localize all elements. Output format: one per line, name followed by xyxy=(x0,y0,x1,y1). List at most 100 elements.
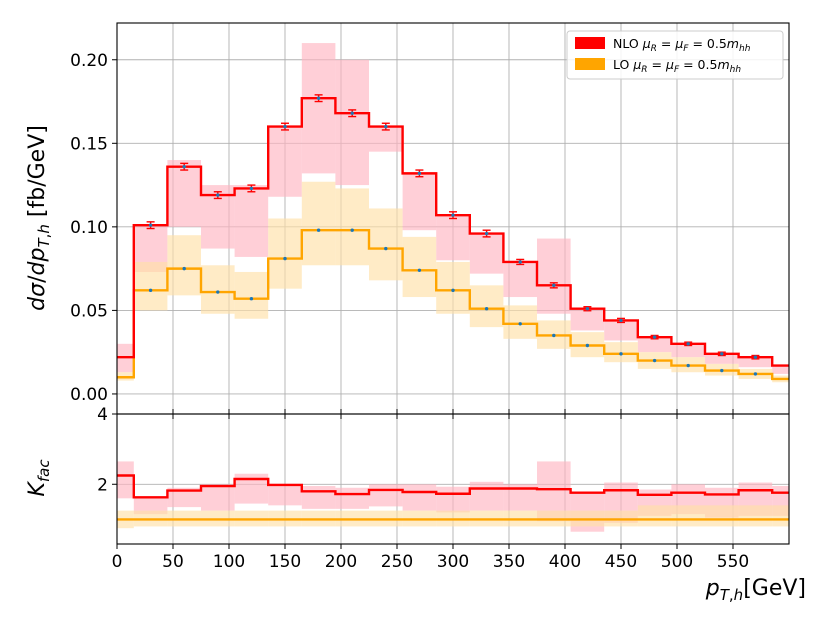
top-point-1-8 xyxy=(384,246,388,251)
top-point-0-6 xyxy=(316,96,321,100)
top-band-1-bin-5 xyxy=(268,218,302,289)
top-y-tick-label-3: 0.15 xyxy=(70,134,108,154)
x-tick-label-10: 500 xyxy=(661,552,693,572)
bottom-band-0-bin-5 xyxy=(268,484,302,506)
top-band-1-bin-8 xyxy=(369,208,403,281)
top-y-tick-label-4: 0.20 xyxy=(70,51,108,71)
top-point-1-7 xyxy=(350,228,354,232)
bottom-y-tick-label-0: 2 xyxy=(97,475,108,495)
bottom-band-0-bin-2 xyxy=(167,487,201,508)
top-y-tick-label-2: 0.10 xyxy=(70,218,108,238)
top-point-1-5 xyxy=(283,256,287,261)
top-point-1-3 xyxy=(216,290,220,294)
bottom-band-1-bin-17 xyxy=(671,505,705,527)
top-point-0-3 xyxy=(216,193,220,197)
top-point-1-2 xyxy=(182,266,186,271)
top-point-0-8 xyxy=(384,124,388,129)
top-band-1-bin-2 xyxy=(167,235,201,296)
top-point-1-17 xyxy=(686,363,690,368)
top-band-0-bin-11 xyxy=(469,233,504,274)
top-band-1-bin-1 xyxy=(133,261,168,311)
bottom-line-0 xyxy=(117,474,789,499)
top-band-0-bin-18 xyxy=(705,353,739,364)
x-tick-label-11: 550 xyxy=(717,552,749,572)
legend-label-lo-name: LO xyxy=(613,57,630,72)
top-panel-plot xyxy=(117,43,789,383)
top-point-0-17 xyxy=(686,342,690,346)
legend-label-lo: LO μR = μF = 0.5mhh xyxy=(613,57,741,75)
top-point-1-10 xyxy=(451,288,455,293)
top-y-axis-label: dσ/dpT,h [fb/GeV] xyxy=(25,125,53,311)
bottom-band-1-bin-19 xyxy=(738,505,773,527)
x-tick-label-7: 350 xyxy=(493,552,525,572)
top-band-0-bin-9 xyxy=(402,173,437,231)
bottom-band-0-bin-0 xyxy=(117,461,134,499)
legend-swatch-nlo xyxy=(575,37,605,49)
top-point-1-14 xyxy=(585,343,590,348)
top-band-0-bin-15 xyxy=(604,320,638,341)
bottom-band-0-bin-10 xyxy=(436,486,470,513)
top-point-0-1 xyxy=(148,223,153,227)
top-point-0-16 xyxy=(652,335,657,339)
top-point-1-13 xyxy=(552,333,556,338)
top-point-0-12 xyxy=(518,260,522,264)
legend-label-nlo-name: NLO xyxy=(613,36,639,51)
top-band-1-bin-9 xyxy=(402,236,437,298)
bottom-band-0-bin-11 xyxy=(469,481,504,511)
x-tick-label-6: 300 xyxy=(437,552,469,572)
top-point-0-15 xyxy=(619,318,623,323)
top-point-1-4 xyxy=(249,297,254,301)
top-point-0-18 xyxy=(720,352,724,356)
top-point-1-11 xyxy=(484,307,489,311)
x-tick-label-0: 0 xyxy=(112,552,123,572)
legend-label-nlo: NLO μR = μF = 0.5mhh xyxy=(613,36,751,54)
bottom-panel-plot xyxy=(117,461,789,532)
top-band-0-bin-5 xyxy=(268,126,302,197)
x-tick-label-2: 100 xyxy=(213,552,245,572)
legend: NLO μR = μF = 0.5mhh LO μR = μF = 0.5mhh xyxy=(566,30,784,80)
top-band-0-bin-16 xyxy=(637,337,672,353)
top-point-0-9 xyxy=(417,171,422,176)
top-point-1-18 xyxy=(720,368,724,373)
top-band-0-bin-12 xyxy=(503,261,537,298)
x-tick-label-1: 50 xyxy=(162,552,184,572)
top-point-0-11 xyxy=(484,231,489,236)
top-band-0-bin-4 xyxy=(234,185,269,257)
top-point-1-16 xyxy=(652,358,657,363)
top-point-1-15 xyxy=(619,352,623,356)
x-tick-label-3: 150 xyxy=(269,552,301,572)
legend-box xyxy=(566,30,784,80)
top-band-0-bin-14 xyxy=(570,308,605,331)
top-band-0-bin-2 xyxy=(167,160,201,227)
bottom-band-0-bin-9 xyxy=(402,484,437,511)
top-point-1-19 xyxy=(753,372,758,376)
top-point-1-12 xyxy=(518,322,522,326)
top-band-1-bin-11 xyxy=(469,285,504,328)
legend-swatch-lo xyxy=(575,58,605,70)
bottom-band-0-bin-8 xyxy=(369,484,403,507)
top-band-1-bin-10 xyxy=(436,261,470,314)
bottom-band-0-bin-1 xyxy=(133,497,168,515)
bottom-y-axis-label: Kfac xyxy=(25,459,53,497)
top-y-tick-label-0: 0.00 xyxy=(70,385,108,405)
top-point-0-4 xyxy=(249,186,254,191)
top-y-tick-label-1: 0.05 xyxy=(70,301,108,321)
bottom-band-0-bin-6 xyxy=(301,486,336,509)
top-point-1-1 xyxy=(148,288,153,293)
top-band-0-bin-6 xyxy=(301,43,336,174)
top-band-0-bin-19 xyxy=(738,357,773,368)
x-tick-label-4: 200 xyxy=(325,552,357,572)
top-band-0-bin-7 xyxy=(335,59,369,186)
x-tick-label-5: 250 xyxy=(381,552,413,572)
top-band-1-bin-3 xyxy=(201,265,235,314)
x-tick-label-9: 450 xyxy=(605,552,637,572)
top-band-1-bin-4 xyxy=(234,271,269,319)
top-band-0-bin-13 xyxy=(537,238,571,314)
axis-ticks xyxy=(112,59,734,549)
top-point-1-9 xyxy=(417,268,422,272)
top-point-0-14 xyxy=(585,307,590,311)
bottom-band-0-bin-7 xyxy=(335,487,369,509)
bottom-band-0-bin-3 xyxy=(201,484,235,511)
